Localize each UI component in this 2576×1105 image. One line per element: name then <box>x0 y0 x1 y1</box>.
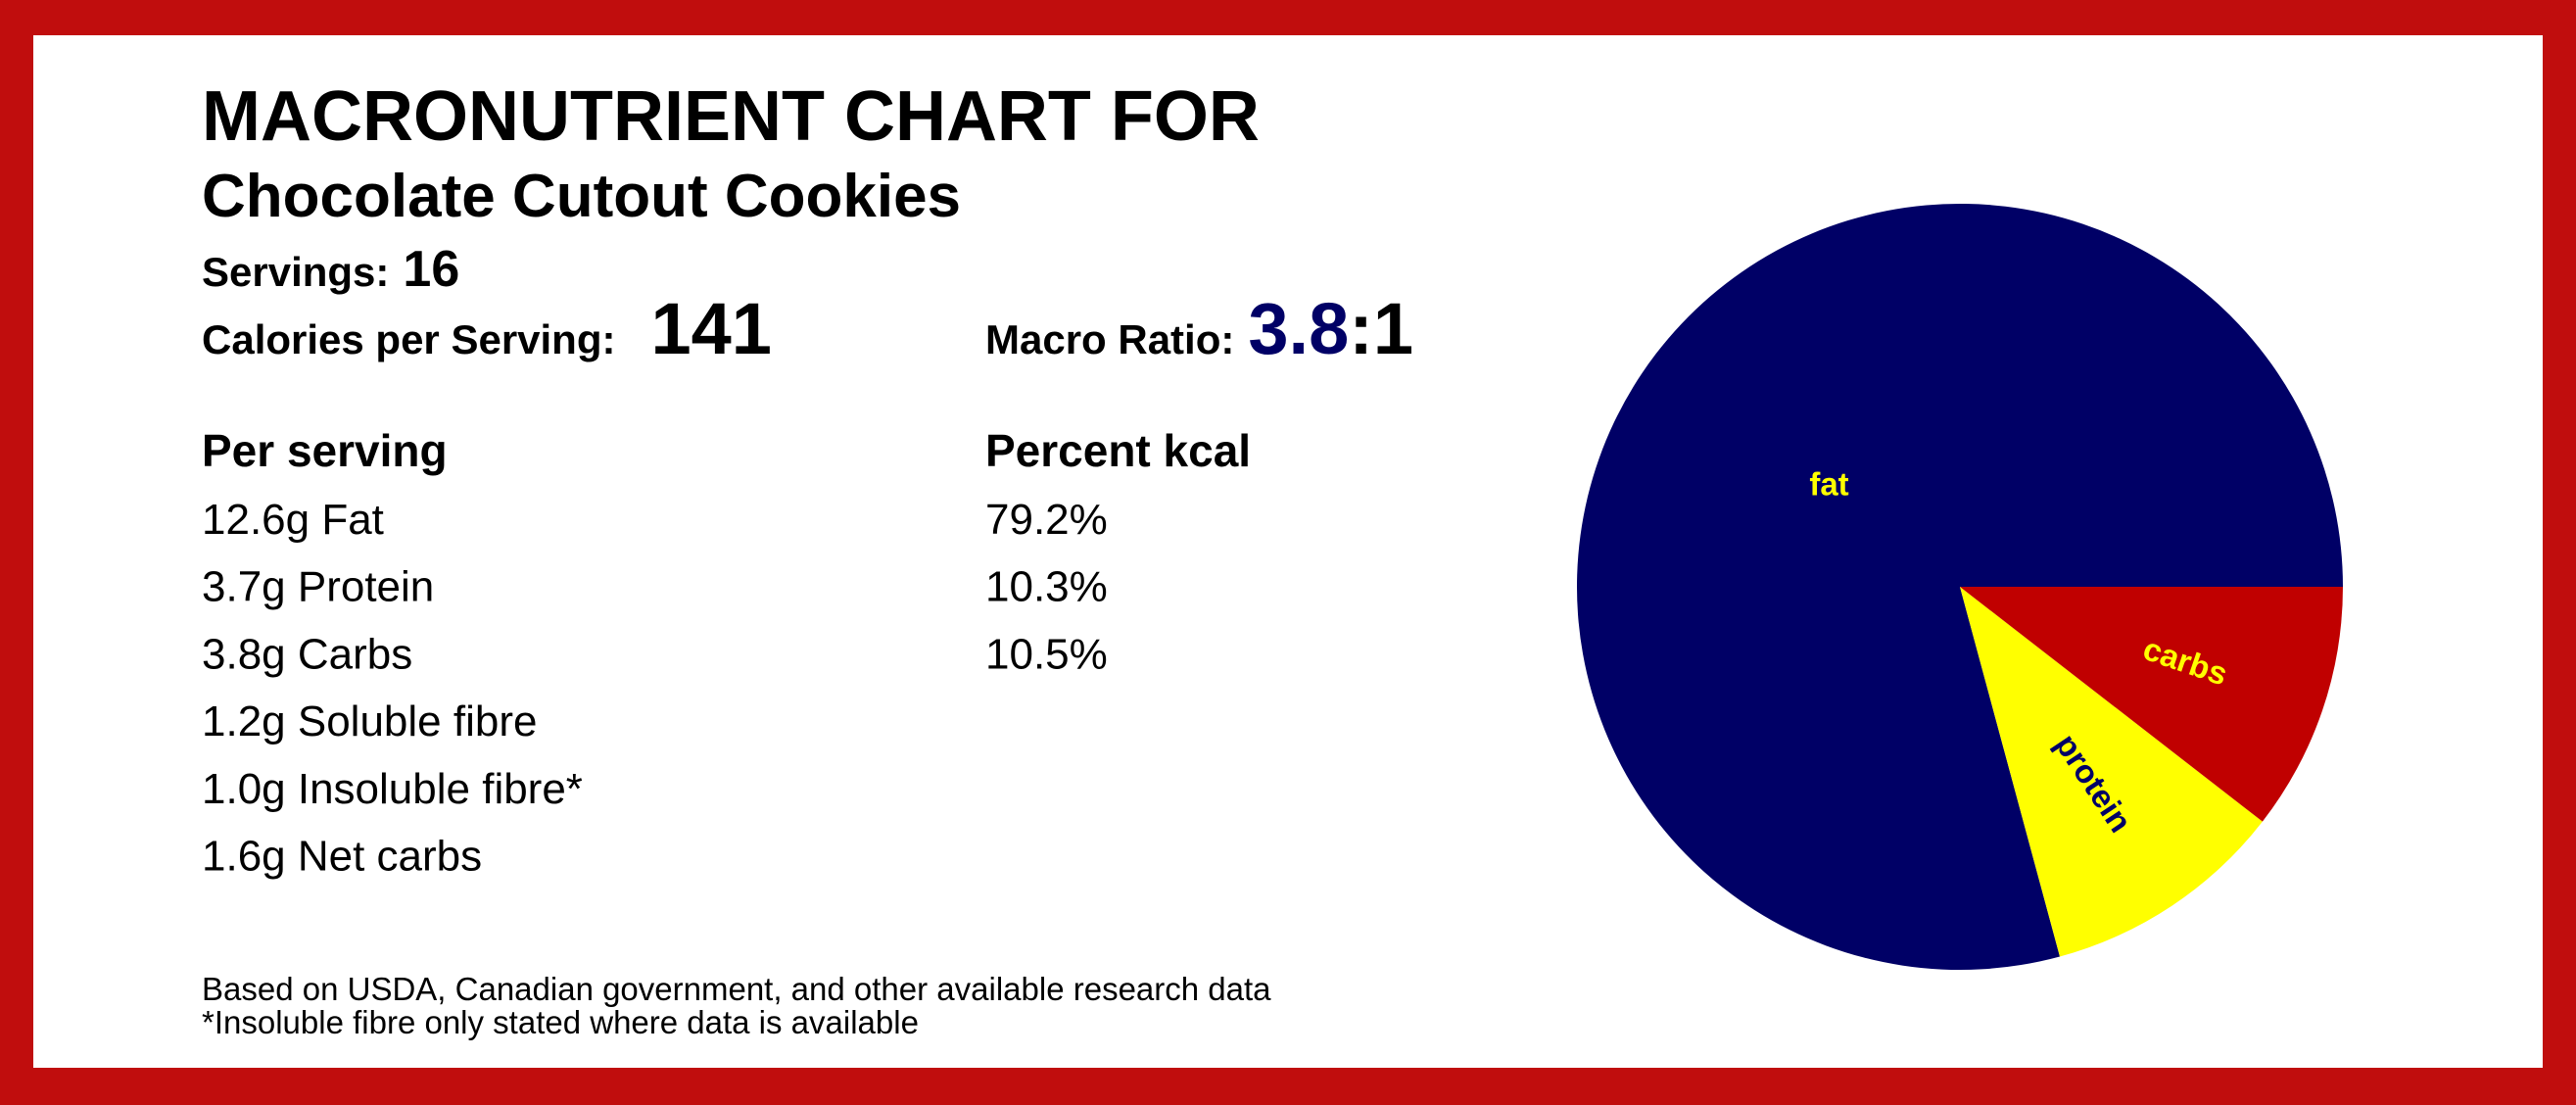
title: MACRONUTRIENT CHART FOR <box>202 77 1260 156</box>
pie-slice <box>1960 587 2343 822</box>
per-serving-heading: Per serving <box>202 425 448 476</box>
ratio-suffix: :1 <box>1349 288 1413 369</box>
servings-label: Servings: <box>202 249 389 295</box>
nutrient-row: 12.6g Fat <box>202 496 384 544</box>
footnote: *Insoluble fibre only stated where data … <box>202 1004 919 1040</box>
subtitle: Chocolate Cutout Cookies <box>202 163 961 230</box>
ratio-label: Macro Ratio: <box>985 316 1234 362</box>
rows: 12.6g Fat 3.7g Protein 3.8g Carbs 1.2g Solu… <box>202 496 1108 881</box>
nutrient-row: 1.0g Insoluble fibre* <box>202 765 583 813</box>
servings: Servings: 16 <box>202 241 459 298</box>
percent-row: 79.2% <box>985 496 1108 544</box>
nutrient-row: 1.6g Net carbs <box>202 833 482 881</box>
calories: Calories per Serving: 141 <box>202 288 772 369</box>
nutrient-row: 3.7g Protein <box>202 563 434 611</box>
percent-row: 10.3% <box>985 563 1108 611</box>
servings-value: 16 <box>403 241 459 298</box>
slice-label: fat <box>1809 466 1848 503</box>
nutrient-row: 3.8g Carbs <box>202 630 412 678</box>
macro-ratio: Macro Ratio: 3.8:1 <box>985 288 1413 369</box>
calories-value: 141 <box>650 288 771 369</box>
percent-row: 10.5% <box>985 630 1108 678</box>
pie-slice <box>1960 587 2263 957</box>
calories-label: Calories per Serving: <box>202 316 615 362</box>
footnote: Based on USDA, Canadian government, and … <box>202 971 1271 1007</box>
ratio-value: 3.8 <box>1248 288 1349 369</box>
percent-heading: Percent kcal <box>985 425 1251 476</box>
nutrient-row: 1.2g Soluble fibre <box>202 697 537 745</box>
